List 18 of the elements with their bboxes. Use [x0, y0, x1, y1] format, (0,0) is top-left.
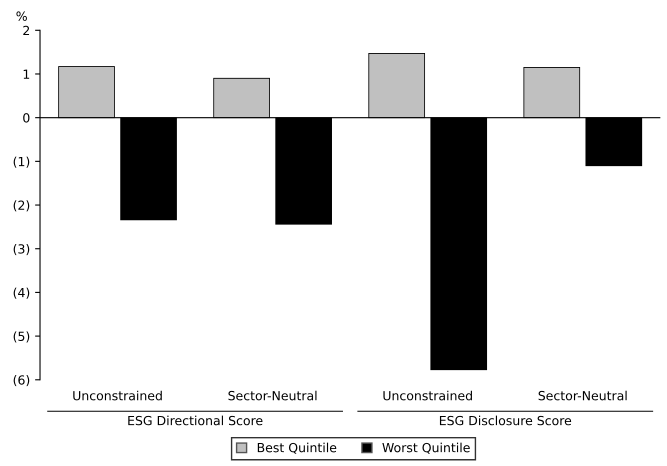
- y-tick-label: (4): [14, 288, 30, 299]
- y-tick-label: (5): [14, 331, 30, 342]
- text: ESG Disclosure Score: [440, 416, 572, 426]
- legend-label: Best Quintile: [258, 442, 336, 454]
- y-tick-label: (3): [14, 244, 30, 256]
- y-tick-label: (2): [14, 200, 30, 212]
- y-tick-label: 2: [23, 26, 30, 36]
- y-tick-label: 0: [23, 113, 30, 123]
- y-tick-label: (1): [14, 156, 30, 168]
- x-tick-label: Sector-Neutral: [228, 390, 316, 400]
- y-tick-label: 1: [24, 70, 30, 79]
- x-tick-label: Unconstrained: [73, 390, 162, 400]
- text: ESG Directional Score: [128, 416, 262, 426]
- x-tick-label: Sector-Neutral: [538, 390, 627, 400]
- y-axis-title: %: [16, 11, 27, 21]
- x-tick-label: Unconstrained: [383, 390, 472, 400]
- y-tick-label: (6): [14, 375, 30, 386]
- legend-label: Worst Quintile: [382, 442, 470, 454]
